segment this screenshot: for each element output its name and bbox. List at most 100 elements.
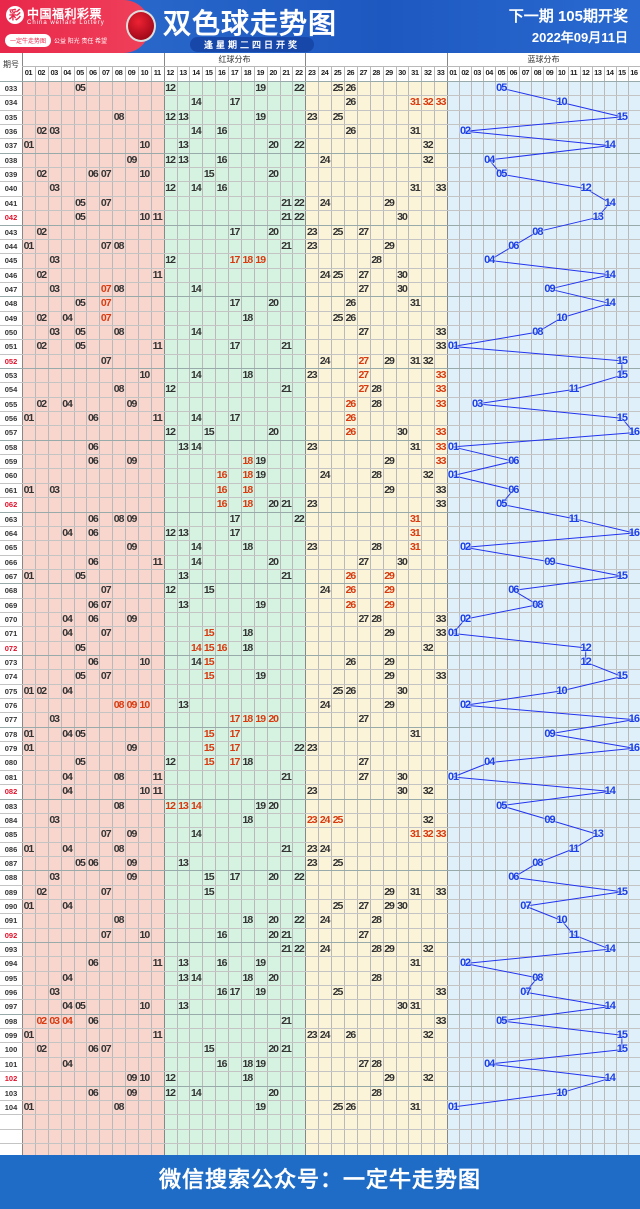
red-ball: 32 [422, 828, 434, 841]
period-label: 052 [0, 354, 22, 368]
red-ball: 27 [358, 555, 369, 568]
red-col-header: 09 [127, 68, 136, 77]
red-ball: 16 [216, 641, 228, 654]
red-ball: 32 [422, 1072, 434, 1085]
red-ball: 23 [306, 369, 318, 381]
grid-line [0, 870, 640, 872]
blue-trend-segment [549, 719, 635, 735]
red-ball: 17 [229, 871, 241, 884]
red-col-header: 01 [24, 68, 33, 77]
red-ball: 10 [139, 369, 151, 381]
red-ball: 27 [358, 369, 369, 381]
red-ball: 19 [255, 110, 266, 123]
red-ball: 20 [268, 426, 279, 439]
grid-line [0, 439, 640, 441]
grid-line [215, 66, 217, 1155]
blue-col-header: 15 [618, 68, 626, 77]
period-label: 097 [0, 1000, 22, 1014]
red-ball: 15 [203, 627, 215, 640]
grid-line [0, 655, 640, 656]
lottery-logo-icon: 彩 [6, 6, 24, 24]
red-ball: 18 [242, 813, 254, 826]
blue-ball: 04 [484, 756, 495, 769]
blue-trend-segment [489, 747, 634, 764]
red-ball: 03 [49, 483, 60, 496]
period-label: 081 [0, 770, 22, 785]
red-ball: 16 [216, 1057, 228, 1070]
red-ball: 04 [62, 785, 73, 798]
blue-ball: 05 [496, 498, 507, 511]
red-ball: 06 [87, 455, 99, 468]
red-ball: 05 [75, 641, 86, 654]
red-ball: 31 [409, 828, 421, 841]
grid-line [0, 698, 640, 700]
blue-ball: 15 [616, 1029, 628, 1042]
blue-trend-segment [501, 805, 550, 821]
blue-ball: 12 [580, 641, 592, 654]
grid-line [176, 66, 178, 1155]
logo-en-text: China welfare Lottery [27, 20, 105, 26]
red-ball: 31 [409, 125, 421, 138]
blue-trend-segment [465, 948, 610, 965]
red-ball: 18 [242, 971, 254, 984]
grid-line [0, 669, 640, 671]
period-label: 082 [0, 785, 22, 799]
red-ball: 01 [23, 483, 35, 496]
red-ball: 31 [409, 512, 421, 525]
grid-line [0, 913, 640, 915]
red-ball: 12 [165, 82, 176, 94]
red-ball: 28 [371, 383, 382, 396]
red-ball: 02 [36, 340, 47, 353]
red-ball: 23 [306, 785, 318, 798]
blue-ball: 07 [520, 899, 531, 912]
blue-ball: 05 [496, 799, 507, 812]
red-ball: 02 [36, 268, 47, 281]
grid-line [0, 1099, 640, 1101]
red-ball: 30 [397, 282, 408, 295]
red-ball: 07 [100, 239, 112, 252]
red-ball: 32 [422, 1029, 434, 1042]
red-ball: 21 [281, 498, 292, 511]
red-ball: 29 [384, 196, 395, 209]
red-ball: 06 [87, 168, 99, 181]
grid-line [47, 66, 49, 1155]
grid-line [0, 985, 640, 987]
red-ball: 13 [178, 799, 189, 812]
red-ball: 18 [242, 483, 254, 496]
period-label: 038 [0, 153, 22, 168]
red-ball: 13 [178, 598, 189, 611]
blue-trend-segment [465, 130, 610, 147]
red-ball: 24 [319, 268, 331, 281]
red-ball: 02 [36, 225, 47, 238]
red-ball: 05 [75, 297, 86, 310]
grid-line [305, 53, 307, 1155]
red-ball: 02 [36, 684, 47, 697]
period-label: 036 [0, 125, 22, 139]
red-col-header: 05 [76, 68, 84, 77]
red-ball: 16 [216, 153, 228, 166]
grid-line [0, 152, 640, 154]
red-ball: 03 [49, 713, 60, 726]
red-ball: 25 [332, 268, 344, 281]
red-ball: 19 [255, 598, 266, 611]
red-ball: 32 [422, 641, 434, 654]
grid-line [434, 66, 436, 1155]
red-ball: 26 [345, 1029, 357, 1042]
red-ball: 33 [435, 182, 447, 195]
red-ball: 04 [62, 727, 73, 740]
red-ball: 15 [203, 756, 215, 769]
period-label: 067 [0, 569, 22, 584]
red-ball: 31 [409, 1100, 421, 1113]
red-ball: 33 [435, 440, 447, 453]
red-ball: 13 [178, 153, 189, 166]
grid-line [0, 540, 640, 542]
red-ball: 24 [319, 943, 331, 955]
red-ball: 04 [62, 770, 73, 783]
blue-ball: 03 [472, 397, 483, 410]
red-ball: 25 [332, 684, 344, 697]
red-ball: 01 [23, 727, 35, 740]
red-ball: 06 [87, 1043, 99, 1056]
red-ball: 20 [268, 225, 279, 238]
grid-line [0, 583, 640, 585]
red-ball: 27 [358, 770, 369, 783]
